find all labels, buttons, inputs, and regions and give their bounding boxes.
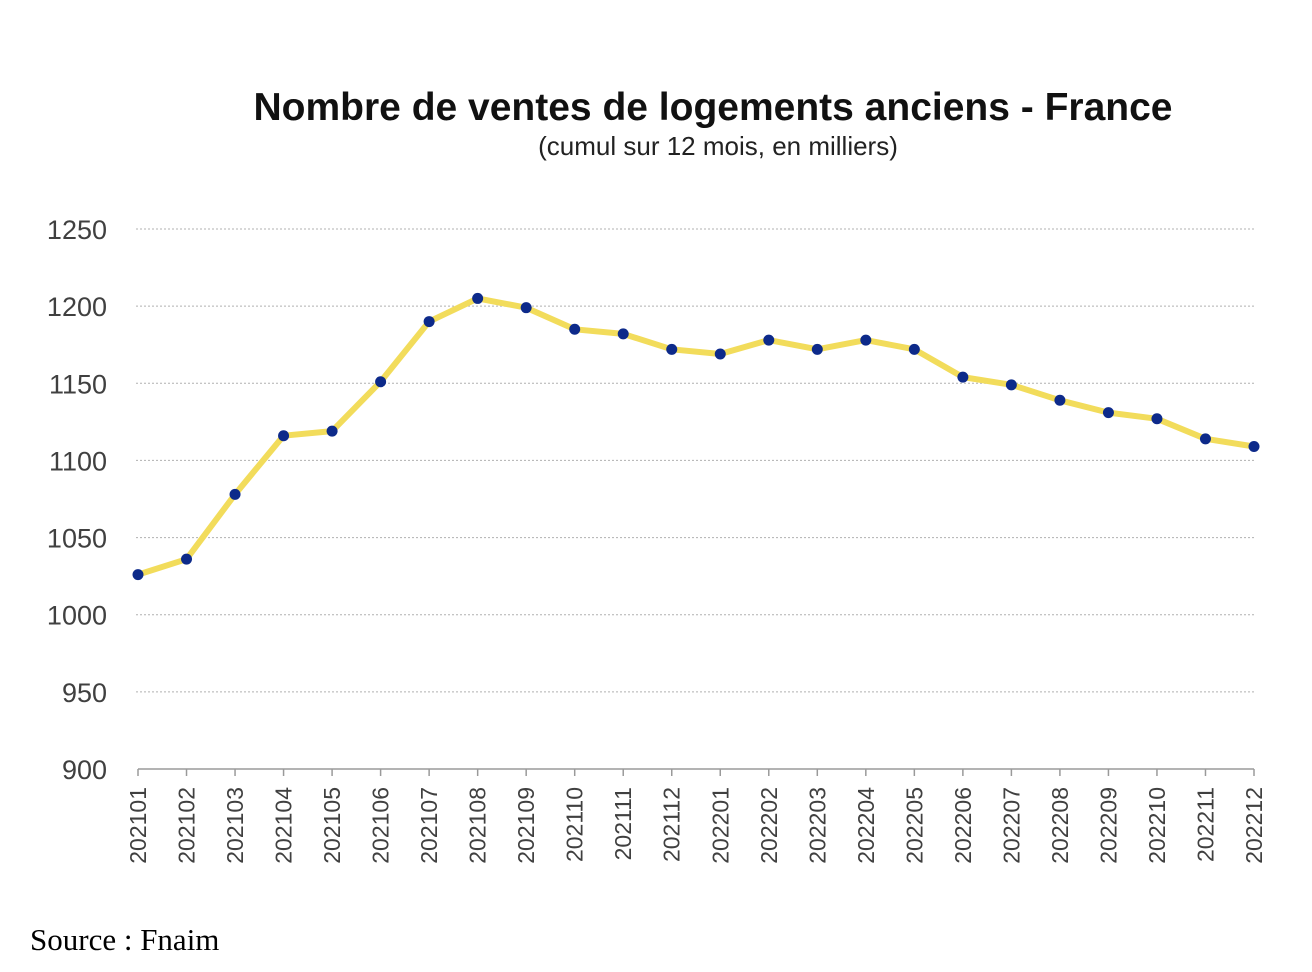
x-tick-label: 202106 — [368, 787, 394, 864]
data-point — [666, 343, 678, 355]
x-tick-label: 202109 — [513, 787, 539, 864]
y-tick-label: 950 — [62, 678, 107, 708]
source-note: Source : Fnaim — [30, 922, 220, 957]
y-axis-labels: 900 950 1000 1050 1100 1150 1200 1250 — [47, 215, 107, 785]
x-axis — [137, 768, 1255, 776]
x-tick-label: 202105 — [319, 787, 345, 864]
x-tick-label: 202202 — [756, 787, 782, 864]
data-point — [375, 376, 387, 388]
y-tick-label: 1200 — [47, 292, 107, 322]
data-point — [860, 334, 872, 346]
chart-subtitle: (cumul sur 12 mois, en milliers) — [538, 131, 898, 161]
y-tick-label: 1250 — [47, 215, 107, 245]
x-tick-label: 202209 — [1095, 787, 1121, 864]
data-points — [132, 292, 1260, 581]
data-point — [811, 343, 823, 355]
data-point — [229, 488, 241, 500]
y-tick-label: 1050 — [47, 524, 107, 554]
chart-title: Nombre de ventes de logements anciens - … — [254, 86, 1173, 129]
data-point — [1054, 394, 1066, 406]
data-point — [957, 371, 969, 383]
data-point — [1151, 413, 1163, 425]
series-line — [135, 295, 1257, 578]
data-point — [132, 569, 144, 581]
x-tick-label: 202112 — [659, 787, 685, 862]
data-point — [278, 430, 290, 442]
y-tick-label: 1100 — [49, 446, 107, 476]
data-point — [908, 343, 920, 355]
gridlines — [136, 228, 1254, 693]
y-tick-label: 1150 — [49, 369, 107, 399]
x-tick-label: 202102 — [174, 787, 200, 864]
x-tick-label: 202210 — [1144, 787, 1170, 864]
data-point — [617, 328, 629, 340]
y-tick-label: 900 — [62, 755, 107, 785]
x-tick-label: 202211 — [1192, 787, 1218, 862]
x-tick-label: 202101 — [125, 787, 151, 864]
x-tick-label: 202212 — [1241, 787, 1267, 864]
data-point — [181, 553, 193, 565]
series-line-layer — [135, 295, 1257, 578]
x-tick-label: 202207 — [998, 787, 1024, 864]
data-point — [1248, 441, 1260, 453]
data-point — [1005, 379, 1017, 391]
x-tick-label: 202111 — [610, 787, 636, 860]
x-tick-label: 202108 — [465, 787, 491, 864]
data-point — [714, 348, 726, 360]
data-point — [1199, 433, 1211, 445]
x-tick-label: 202204 — [853, 787, 879, 864]
data-point — [472, 292, 484, 304]
data-point — [763, 334, 775, 346]
data-point — [569, 323, 581, 335]
x-tick-label: 202103 — [222, 787, 248, 864]
x-axis-labels: 202101 202102 202103 202104 202105 202106 2021… — [125, 787, 1267, 864]
data-point — [1102, 407, 1114, 419]
x-tick-label: 202203 — [804, 787, 830, 864]
y-tick-label: 1000 — [47, 601, 107, 631]
x-tick-label: 202201 — [707, 787, 733, 864]
x-tick-label: 202104 — [271, 787, 297, 864]
x-tick-label: 202110 — [562, 787, 588, 862]
x-tick-label: 202208 — [1047, 787, 1073, 864]
x-tick-label: 202205 — [901, 787, 927, 864]
x-tick-label: 202107 — [416, 787, 442, 864]
data-point — [326, 425, 338, 437]
data-point — [520, 302, 532, 314]
data-point — [423, 316, 435, 328]
x-tick-label: 202206 — [950, 787, 976, 864]
